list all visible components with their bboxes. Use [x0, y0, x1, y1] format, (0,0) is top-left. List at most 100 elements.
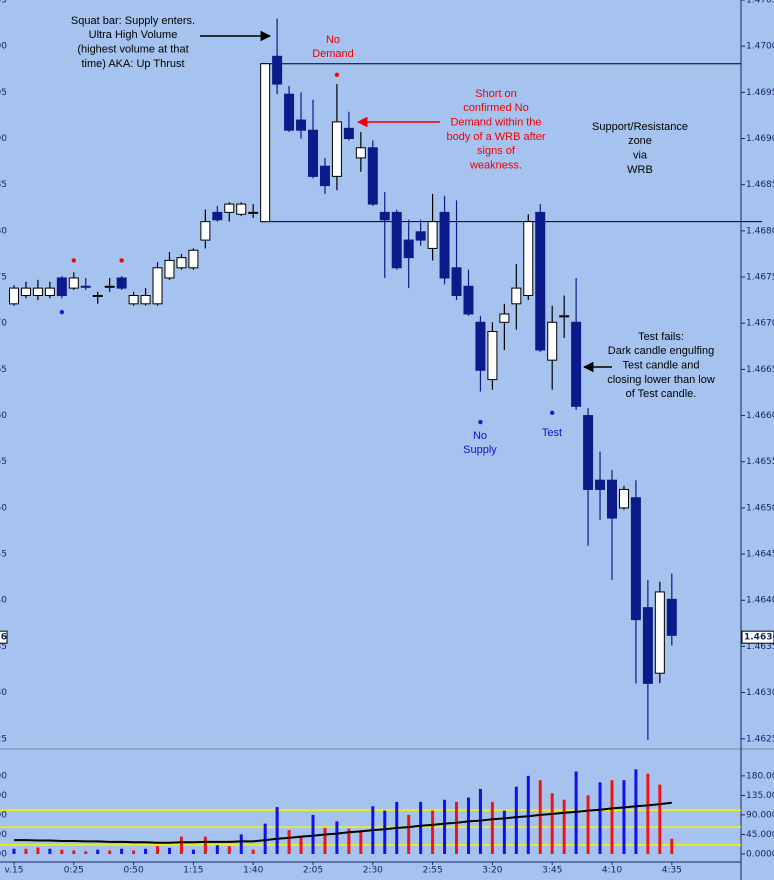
candle-body — [391, 211, 402, 269]
signal-dot — [71, 258, 77, 263]
volume-bar — [191, 849, 195, 854]
candle-body — [296, 119, 307, 131]
volume-bar — [120, 848, 124, 854]
candle-body — [559, 315, 570, 318]
candle-body — [499, 313, 510, 323]
last-price-box — [741, 630, 774, 644]
candle-body — [451, 267, 462, 297]
y-tick-label: 90.000 — [746, 810, 774, 820]
volume-bar — [622, 780, 626, 854]
volume-bar — [407, 814, 411, 854]
candle-body — [523, 221, 534, 297]
annotation: Demand within the — [450, 117, 541, 129]
annotation: of Test candle. — [626, 388, 697, 400]
annotation: Test — [542, 427, 562, 439]
moving-average — [14, 801, 672, 844]
candle-body — [116, 277, 127, 289]
x-tick-label: 0:50 — [123, 866, 143, 876]
candle-body — [463, 285, 474, 315]
candle-body — [9, 287, 19, 305]
volume-bar — [275, 807, 279, 854]
volume-bar — [562, 799, 566, 854]
candle-body — [535, 211, 546, 351]
candle-body — [415, 231, 426, 241]
candle-body — [583, 415, 594, 490]
volume-bar — [215, 845, 219, 854]
volume-bar — [538, 780, 542, 854]
annotation: confirmed No — [463, 102, 528, 114]
volume-bar — [550, 793, 554, 854]
candle-body — [403, 239, 414, 259]
volume-bar — [466, 797, 470, 854]
annotation: Squat bar: Supply enters. — [71, 15, 195, 27]
candle-body — [511, 287, 522, 305]
y-tick-label: 45.000 — [746, 830, 774, 840]
candle-body — [666, 598, 677, 636]
volume-bar — [48, 848, 52, 854]
volume-bar — [598, 782, 602, 854]
annotation: Ultra High Volume — [89, 29, 178, 41]
annotation: Dark candle engulfing — [608, 345, 714, 357]
volume-bar — [526, 775, 530, 854]
annotation: closing lower than low — [607, 374, 715, 386]
volume-bar — [108, 850, 112, 854]
candle-body — [272, 55, 283, 85]
y-tick-label-left: 180.00 — [0, 771, 7, 781]
volume-bar — [156, 846, 160, 854]
x-tick-label: v.15 — [5, 866, 24, 876]
signal-dot — [550, 410, 555, 415]
volume-bar — [323, 827, 327, 854]
candle-body — [104, 285, 115, 288]
x-tick-label: 1:40 — [243, 866, 263, 876]
signal-dot — [478, 419, 483, 425]
volume-bar — [586, 795, 590, 854]
x-tick-label: 4:35 — [662, 866, 682, 876]
candle-body — [176, 257, 187, 269]
x-tick-label: 4:10 — [602, 866, 622, 876]
y-tick-label-left: 135.00 — [0, 791, 7, 801]
annotation: WRB — [627, 164, 653, 176]
last-price-box-left — [0, 630, 8, 644]
candle-body — [343, 127, 354, 140]
y-tick-label-left: 90.000 — [0, 810, 7, 820]
y-tick-label: 180.00 — [746, 771, 774, 781]
volume-bar — [179, 836, 183, 854]
candle-body — [44, 287, 55, 297]
volume-bar — [167, 847, 171, 854]
volume-bar — [287, 830, 291, 854]
candle-body — [92, 295, 103, 298]
volume-bar — [658, 784, 662, 854]
annotation: signs of — [477, 145, 516, 157]
volume-bar — [443, 799, 447, 854]
candle-body — [487, 331, 498, 381]
volume-bar — [646, 773, 650, 854]
candle-body — [475, 321, 486, 371]
annotation: No — [473, 430, 487, 442]
annotation: Supply — [463, 444, 497, 456]
annotation: No — [326, 34, 340, 46]
annotation: Short on — [475, 88, 517, 100]
